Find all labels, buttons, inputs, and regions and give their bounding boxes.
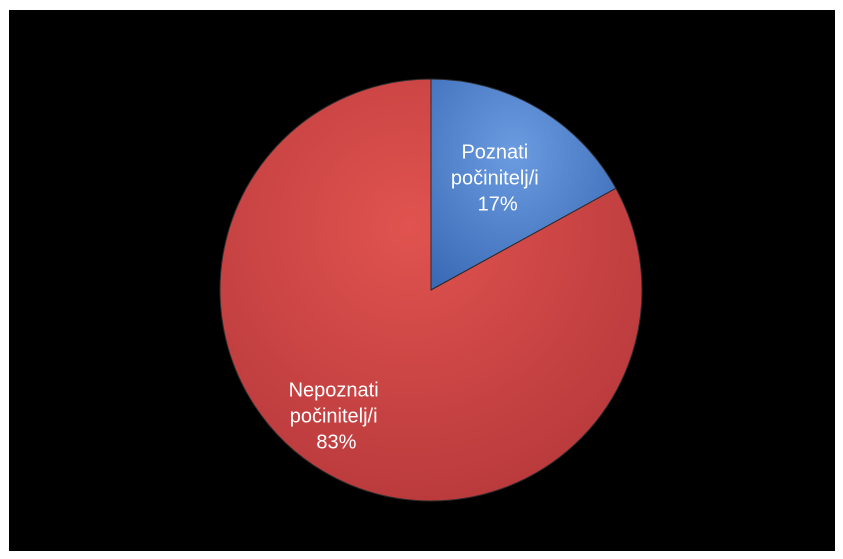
slice-value-poznati: 17%: [478, 193, 518, 215]
pie-slice-poznati: [430, 78, 617, 291]
pie-chart: Poznati počinitelj/i 17% Nepoznati počin…: [219, 78, 643, 502]
slice-label-nepoznati-line-1: Nepoznati: [289, 380, 379, 402]
slice-label-poznati-line-2: počinitelj/i: [451, 167, 539, 189]
chart-frame: Poznati počinitelj/i 17% Nepoznati počin…: [9, 10, 835, 551]
pie-slices: [219, 78, 643, 502]
slice-value-nepoznati: 83%: [316, 432, 356, 454]
slice-label-poznati: Poznati počinitelj/i 17%: [451, 141, 544, 215]
slice-label-nepoznati: Nepoznati počinitelj/i 83%: [289, 380, 385, 454]
pie-slice-nepoznati: [219, 78, 643, 502]
slice-label-nepoznati-line-2: počinitelj/i: [290, 406, 378, 428]
pie-labels: Poznati počinitelj/i 17% Nepoznati počin…: [289, 141, 544, 454]
slice-label-poznati-line-1: Poznati: [461, 141, 528, 163]
